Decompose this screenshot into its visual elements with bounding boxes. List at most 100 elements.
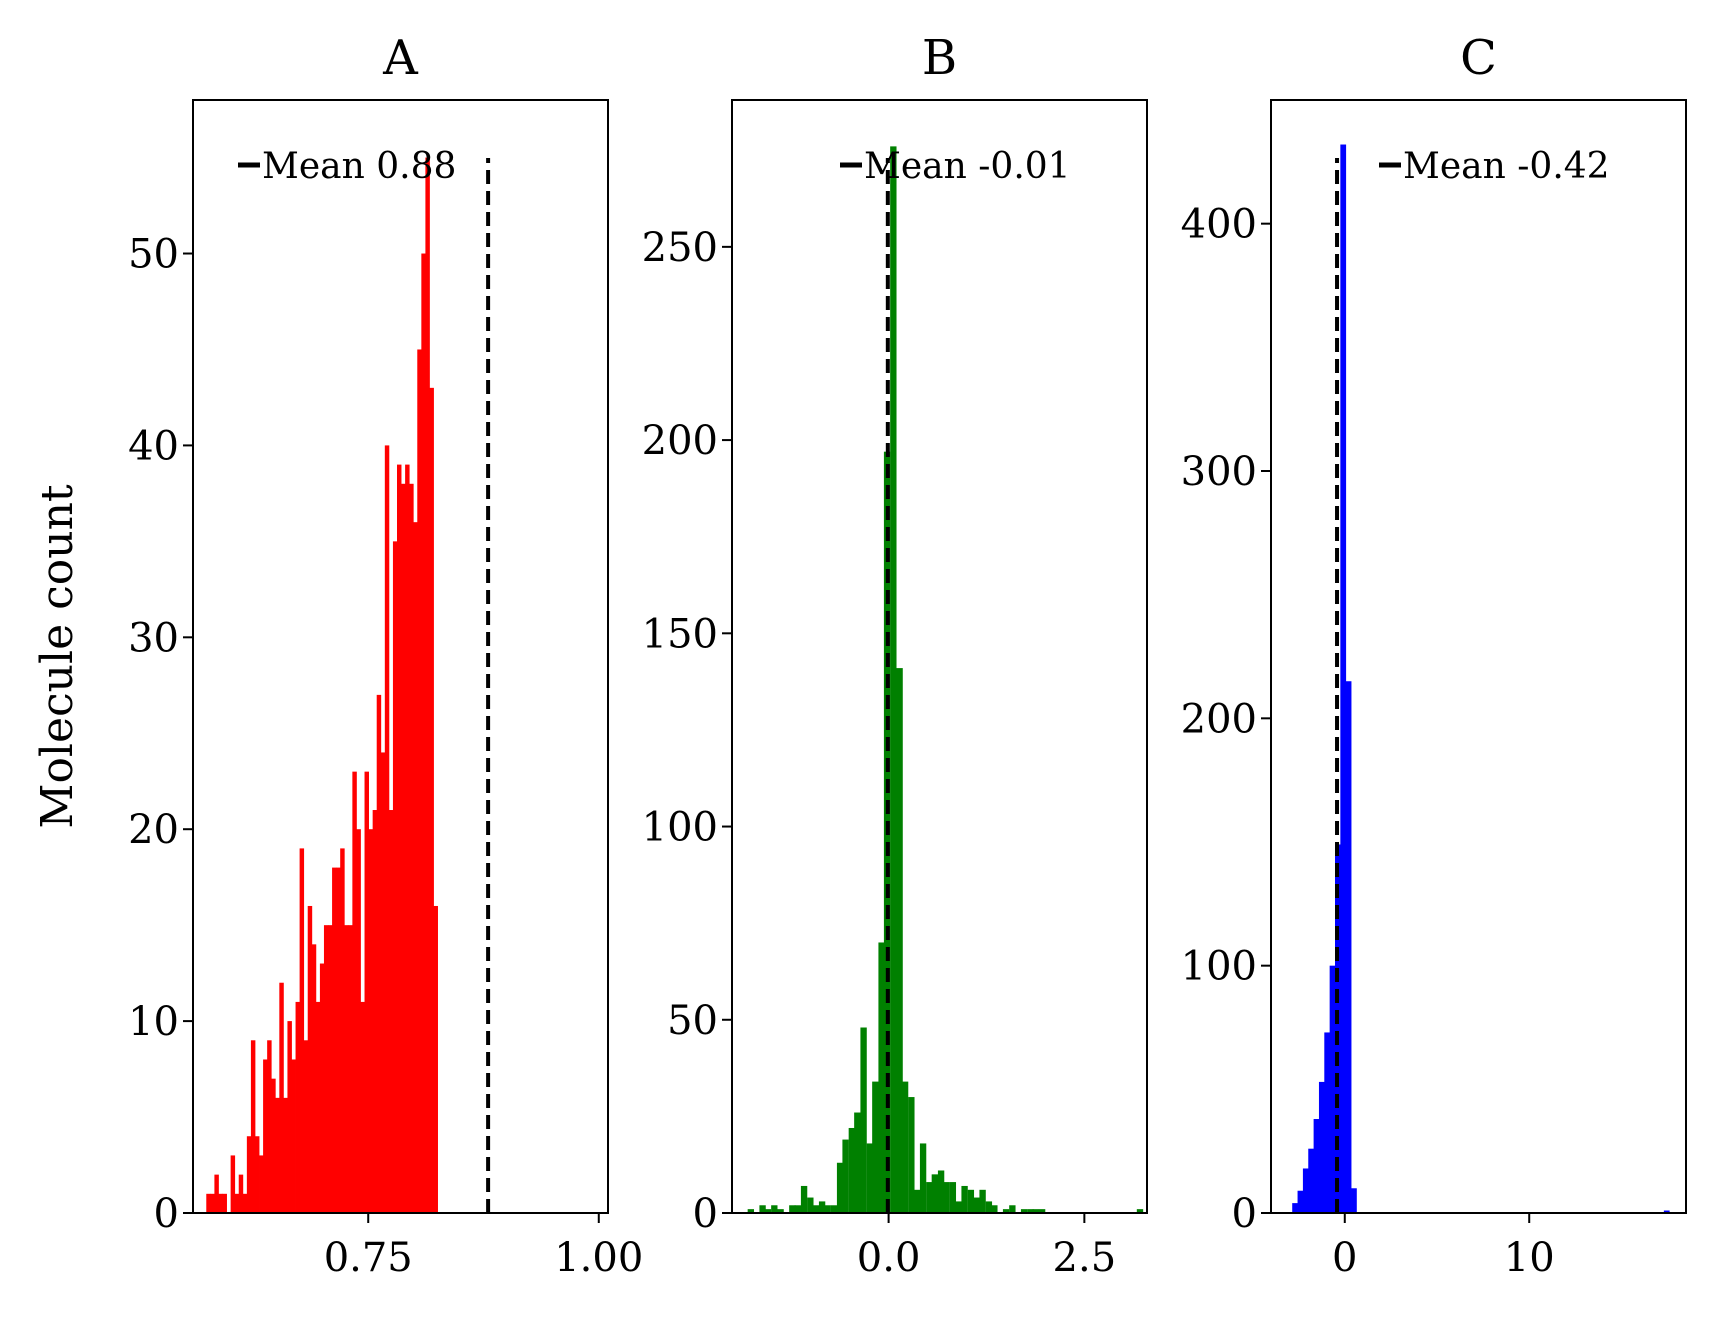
histogram-bar — [352, 771, 357, 1213]
histogram-bar — [425, 157, 430, 1213]
histogram-bar — [860, 1027, 867, 1213]
histogram-bar — [376, 694, 382, 1213]
histogram-bar — [908, 1097, 915, 1213]
histogram-bar — [356, 829, 361, 1213]
histogram-bar — [836, 1162, 844, 1213]
histogram-bar — [384, 445, 390, 1213]
histogram-bar — [878, 942, 885, 1213]
y-tick-label: 0 — [154, 1191, 179, 1237]
histogram-bar — [242, 1193, 248, 1213]
panel-a: A 0 10 20 30 40 50 0.75 1.00 Mean 0.88 — [128, 30, 643, 1281]
histogram-bar — [279, 982, 284, 1213]
histogram-bar — [360, 1001, 365, 1213]
histogram-bar — [413, 522, 418, 1213]
histogram-bar — [336, 867, 341, 1213]
axes-frame — [1270, 99, 1687, 1214]
histogram-bar — [896, 668, 903, 1213]
histogram-bar — [919, 1143, 927, 1213]
histogram-bar — [246, 1136, 252, 1213]
histogram-bar — [234, 1193, 240, 1213]
histogram-bar — [421, 253, 426, 1213]
histogram-bar — [433, 905, 438, 1213]
histogram-bar — [210, 1193, 215, 1213]
histogram-bar — [397, 464, 402, 1214]
x-tick-label: 0.0 — [857, 1235, 921, 1281]
y-tick-label: 50 — [667, 998, 718, 1044]
histogram-bar — [315, 1001, 321, 1213]
histogram-bar — [1136, 1209, 1144, 1213]
histogram-bar — [222, 1193, 227, 1213]
histogram-bar — [1318, 1081, 1325, 1213]
histogram-bar — [214, 1174, 219, 1213]
histogram-bar — [275, 1097, 280, 1213]
legend-label: Mean 0.88 — [262, 146, 456, 187]
panel-title: C — [1460, 30, 1497, 86]
histogram-bar — [254, 1136, 260, 1213]
histogram-bar — [307, 905, 313, 1213]
histogram-bar — [854, 1112, 861, 1213]
histogram-bar — [771, 1205, 778, 1213]
histogram-bar — [1340, 144, 1347, 1213]
histogram-bar — [848, 1127, 856, 1213]
histogram-bar — [291, 1059, 296, 1213]
histogram-bar — [901, 1081, 909, 1213]
histogram-bar — [807, 1197, 814, 1213]
histogram-bar — [259, 1155, 264, 1213]
histogram-bar — [1313, 1119, 1320, 1213]
histogram-bar — [1002, 1209, 1010, 1213]
y-tick-label: 200 — [1181, 696, 1257, 742]
histogram-bar — [1335, 844, 1341, 1213]
histogram-bar — [812, 1205, 819, 1213]
y-tick-label: 400 — [1181, 202, 1257, 248]
histogram-bar — [931, 1174, 939, 1213]
histogram-bar — [295, 1001, 301, 1213]
x-tick-label: 10 — [1504, 1235, 1555, 1281]
axes-frame — [192, 99, 609, 1214]
histogram-bar — [348, 925, 353, 1213]
histogram-bar — [319, 963, 325, 1213]
histogram-bar — [913, 1189, 921, 1213]
histogram-bar — [299, 848, 305, 1213]
y-tick-label: 0 — [1232, 1191, 1257, 1237]
histogram-bar — [1345, 681, 1352, 1213]
y-tick-label: 250 — [642, 225, 718, 271]
histogram-bar — [392, 541, 398, 1213]
histogram-bar — [985, 1201, 993, 1213]
panel-c: C 0 100 200 300 400 0 10 Mean -0.42 — [1181, 30, 1687, 1281]
panel-b: B 0 50 100 150 200 250 0.0 2.5 Mean -0.01 — [642, 30, 1148, 1281]
panel-title: B — [922, 30, 957, 86]
histogram-bar — [1324, 1032, 1331, 1213]
y-tick-label: 0 — [693, 1191, 718, 1237]
histogram-bar — [417, 349, 422, 1214]
histogram-bar — [961, 1185, 968, 1213]
histogram-bar — [1329, 965, 1336, 1213]
histogram-bar — [1032, 1209, 1040, 1213]
panel-title: A — [382, 30, 419, 86]
y-tick-label: 40 — [128, 423, 179, 469]
histogram-bar — [287, 1021, 292, 1213]
histogram-bar — [267, 1040, 272, 1213]
histogram-bar — [311, 944, 317, 1213]
histogram-bar — [818, 1201, 826, 1213]
y-tick-label: 300 — [1181, 449, 1257, 495]
legend-label: Mean -0.01 — [864, 146, 1071, 187]
x-tick-label: 1.00 — [554, 1235, 643, 1281]
histogram-bar — [830, 1205, 838, 1213]
histogram-bar — [238, 1174, 244, 1213]
legend-label: Mean -0.42 — [1403, 146, 1610, 187]
histogram-bar — [380, 752, 386, 1213]
histogram-bar — [973, 1197, 980, 1213]
histogram-bar — [1020, 1209, 1028, 1213]
y-tick-label: 50 — [128, 232, 179, 278]
histogram-bar — [991, 1205, 998, 1213]
histogram-bar — [955, 1201, 963, 1213]
histogram-bar — [218, 1193, 223, 1213]
histogram-bar — [842, 1139, 849, 1213]
histogram-bar — [429, 387, 434, 1214]
histogram-bar — [1292, 1203, 1298, 1213]
histogram-bar — [250, 1040, 256, 1213]
histogram-bar — [1297, 1190, 1304, 1213]
histogram-bar — [283, 1097, 288, 1213]
histogram-bar — [323, 925, 329, 1213]
